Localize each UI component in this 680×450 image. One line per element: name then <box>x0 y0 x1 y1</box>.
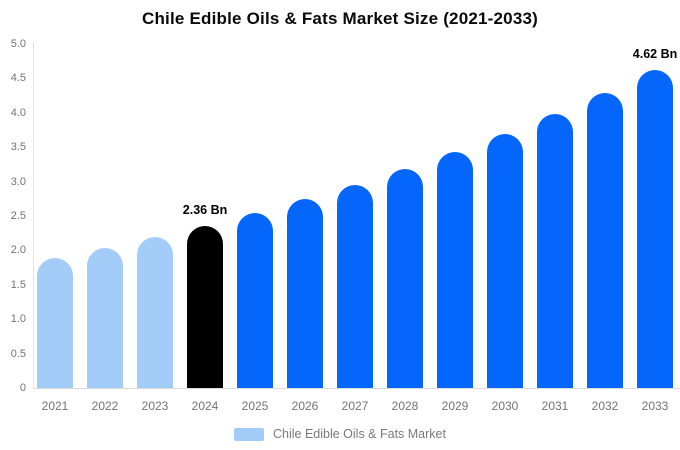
x-axis-label-2030: 2030 <box>491 399 519 413</box>
bar-2025[interactable] <box>237 213 273 388</box>
x-axis-label-2021: 2021 <box>41 399 69 413</box>
legend-swatch <box>234 427 264 441</box>
x-axis-label-2026: 2026 <box>291 399 319 413</box>
x-axis-label-2033: 2033 <box>641 399 669 413</box>
y-axis-tick-label: 1.0 <box>10 313 26 326</box>
x-axis-label-2031: 2031 <box>541 399 569 413</box>
x-axis-label-2022: 2022 <box>91 399 119 413</box>
bar-2023[interactable] <box>137 237 173 388</box>
x-axis-label-2029: 2029 <box>441 399 469 413</box>
bar-value-label-2024: 2.36 Bn <box>182 202 228 217</box>
bar-2032[interactable] <box>587 92 623 388</box>
y-axis-line <box>33 42 34 388</box>
y-axis-tick-label: 3.5 <box>10 141 26 154</box>
y-axis-tick-label: 0.5 <box>10 347 26 360</box>
bar-2033[interactable] <box>637 70 673 388</box>
bar-2024[interactable] <box>187 225 223 388</box>
bar-2026[interactable] <box>287 199 323 388</box>
chart-title: Chile Edible Oils & Fats Market Size (20… <box>141 9 539 28</box>
bar-2031[interactable] <box>537 114 573 388</box>
y-axis-tick-label: 3.0 <box>10 175 26 188</box>
x-axis-label-2028: 2028 <box>391 399 419 413</box>
legend-item[interactable]: Chile Edible Oils & Fats Market <box>0 427 680 441</box>
bar-2027[interactable] <box>337 185 373 388</box>
y-axis-tick-label: 2.5 <box>10 210 26 222</box>
y-axis-tick-label: 2.0 <box>10 244 26 257</box>
bar-value-label-2033: 4.62 Bn <box>632 47 678 62</box>
x-axis-label-2032: 2032 <box>591 399 619 413</box>
y-axis-tick-label: 1.5 <box>10 278 26 291</box>
y-axis-tick-label: 5.0 <box>10 38 26 50</box>
bar-2021[interactable] <box>37 257 73 388</box>
x-axis-line <box>33 388 680 389</box>
x-axis-label-2027: 2027 <box>341 399 369 413</box>
bar-2028[interactable] <box>387 169 423 388</box>
y-axis-tick-label: 0 <box>19 382 26 394</box>
legend-label: Chile Edible Oils & Fats Market <box>273 427 446 441</box>
y-axis-tick-label: 4.0 <box>10 106 26 119</box>
x-axis-label-2024: 2024 <box>191 399 219 413</box>
bar-2030[interactable] <box>487 134 523 388</box>
bar-2029[interactable] <box>437 152 473 388</box>
bar-2022[interactable] <box>87 248 123 388</box>
y-axis-tick-label: 4.5 <box>10 72 26 85</box>
x-axis-label-2025: 2025 <box>241 399 269 413</box>
x-axis-label-2023: 2023 <box>141 399 169 413</box>
